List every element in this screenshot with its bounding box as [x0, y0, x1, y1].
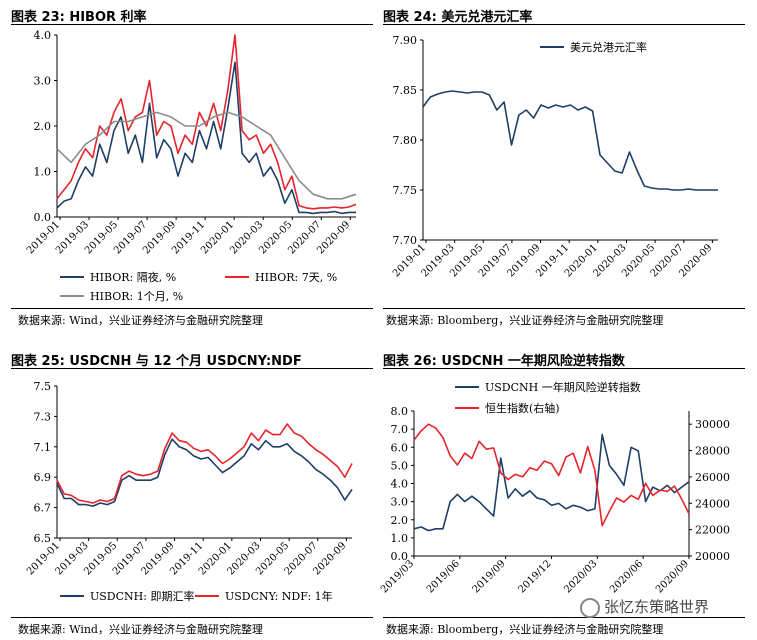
- panel-25-source: 数据来源: Wind，兴业证券经济与金融研究院整理: [18, 623, 263, 636]
- risk_reversal-y2-tick-label: 24000: [695, 497, 730, 510]
- panel-23-title: 图表 23: HIBOR 利率: [11, 10, 147, 25]
- usdhkd-y-tick-label: 7.85: [393, 84, 418, 97]
- watermark-text: 张忆东策略世界: [604, 598, 710, 616]
- risk_reversal-series-0-line: [413, 433, 690, 532]
- risk_reversal-y-tick-label: 0.0: [391, 550, 409, 563]
- hibor-series-0-line: [56, 61, 356, 215]
- hibor-series-1-line: [56, 34, 357, 210]
- usdhkd-y-tick-label: 7.75: [393, 184, 418, 197]
- panel-23-source: 数据来源: Wind，兴业证券经济与金融研究院整理: [18, 314, 263, 327]
- usdhkd-y-tick-label: 7.70: [393, 234, 418, 247]
- panel-25-title: 图表 25: USDCNH 与 12 个月 USDCNY:NDF: [11, 354, 302, 369]
- risk_reversal-y-tick-label: 5.0: [391, 459, 409, 472]
- rr-legend-index-label: USDCNH 一年期风险逆转指数: [485, 380, 641, 394]
- usdcnh-series-0-line: [56, 438, 353, 507]
- risk_reversal-y2-tick-label: 26000: [695, 471, 730, 484]
- wechat-icon: [580, 597, 600, 618]
- panel-24-source: 数据来源: Bloomberg，兴业证券经济与金融研究院整理: [386, 314, 664, 327]
- usdcnh-series-1-line: [56, 423, 353, 504]
- hibor-legend-7d-label: HIBOR: 7天, %: [255, 271, 337, 284]
- usdhkd-legend-label: 美元兑港元汇率: [570, 40, 647, 54]
- hibor-y-tick-label: 3.0: [34, 75, 52, 88]
- hibor-y-tick-label: 4.0: [34, 29, 52, 42]
- rr-legend-hsi-label: 恒生指数(右轴): [485, 401, 560, 415]
- usdcnh-y-tick-label: 7.5: [34, 380, 52, 393]
- usdhkd-y-tick-label: 7.80: [393, 134, 418, 147]
- panel-23-source-rule: [11, 308, 373, 309]
- risk_reversal-x-tick-label: 2019/12: [516, 558, 553, 595]
- panel-24-source-rule: [383, 308, 745, 309]
- panel-26-source: 数据来源: Bloomberg，兴业证券经济与金融研究院整理: [386, 623, 664, 636]
- risk_reversal-y2-tick-label: 22000: [695, 524, 730, 537]
- risk_reversal-y-tick-label: 4.0: [391, 478, 409, 491]
- usdcnh-y-tick-label: 6.9: [34, 471, 52, 484]
- risk_reversal-x-tick-label: 2019/03: [379, 558, 416, 595]
- hibor-legend-overnight-label: HIBOR: 隔夜, %: [90, 270, 176, 284]
- usdcnh-legend-ndf-label: USDCNY: NDF: 1年: [225, 589, 333, 603]
- usdcnh-legend-spot-label: USDCNH: 即期汇率: [90, 589, 194, 603]
- risk_reversal-y-tick-label: 7.0: [391, 423, 409, 436]
- risk_reversal-y-tick-label: 3.0: [391, 496, 409, 509]
- panel-25-source-rule: [11, 617, 373, 618]
- risk_reversal-y-tick-label: 2.0: [391, 514, 409, 527]
- panel-25-title-rule: [11, 368, 373, 369]
- hibor-legend-1m-label: HIBOR: 1个月, %: [90, 290, 183, 303]
- hibor-series-2-line: [56, 111, 357, 200]
- risk_reversal-y-tick-label: 8.0: [391, 405, 409, 418]
- risk_reversal-x-tick-label: 2019/09: [471, 558, 508, 595]
- panel-26-title-rule: [383, 368, 745, 369]
- hibor-y-tick-label: 1.0: [34, 166, 52, 179]
- panel-24-title: 图表 24: 美元兑港元汇率: [383, 10, 533, 25]
- risk_reversal-x-tick-label: 2020/03: [562, 558, 599, 595]
- usdcnh-y-tick-label: 7.3: [34, 410, 52, 423]
- risk_reversal-y-tick-label: 1.0: [391, 532, 409, 545]
- panel-23-title-rule: [11, 24, 373, 25]
- panel-24-title-rule: [383, 24, 745, 25]
- usdcnh-y-tick-label: 7.1: [34, 441, 52, 454]
- risk_reversal-x-tick-label: 2020/06: [608, 558, 645, 595]
- usdcnh-y-tick-label: 6.5: [34, 532, 52, 545]
- risk_reversal-x-tick-label: 2019/06: [425, 558, 462, 595]
- risk_reversal-y2-tick-label: 20000: [695, 550, 730, 563]
- usdhkd-y-tick-label: 7.90: [393, 34, 418, 47]
- usdcnh-y-tick-label: 6.7: [34, 502, 52, 515]
- risk_reversal-series-1-line: [413, 423, 690, 527]
- hibor-y-tick-label: 2.0: [34, 120, 52, 133]
- watermark: 张忆东策略世界: [580, 596, 709, 618]
- usdhkd-series-0-line: [422, 90, 718, 191]
- hibor-y-tick-label: 0.0: [34, 211, 52, 224]
- risk_reversal-y2-tick-label: 30000: [695, 418, 730, 431]
- risk_reversal-x-tick-label: 2020/09: [654, 558, 691, 595]
- risk_reversal-y-tick-label: 6.0: [391, 441, 409, 454]
- panel-26-source-rule: [383, 617, 745, 618]
- panel-26-title: 图表 26: USDCNH 一年期风险逆转指数: [383, 354, 625, 369]
- risk_reversal-y2-tick-label: 28000: [695, 445, 730, 458]
